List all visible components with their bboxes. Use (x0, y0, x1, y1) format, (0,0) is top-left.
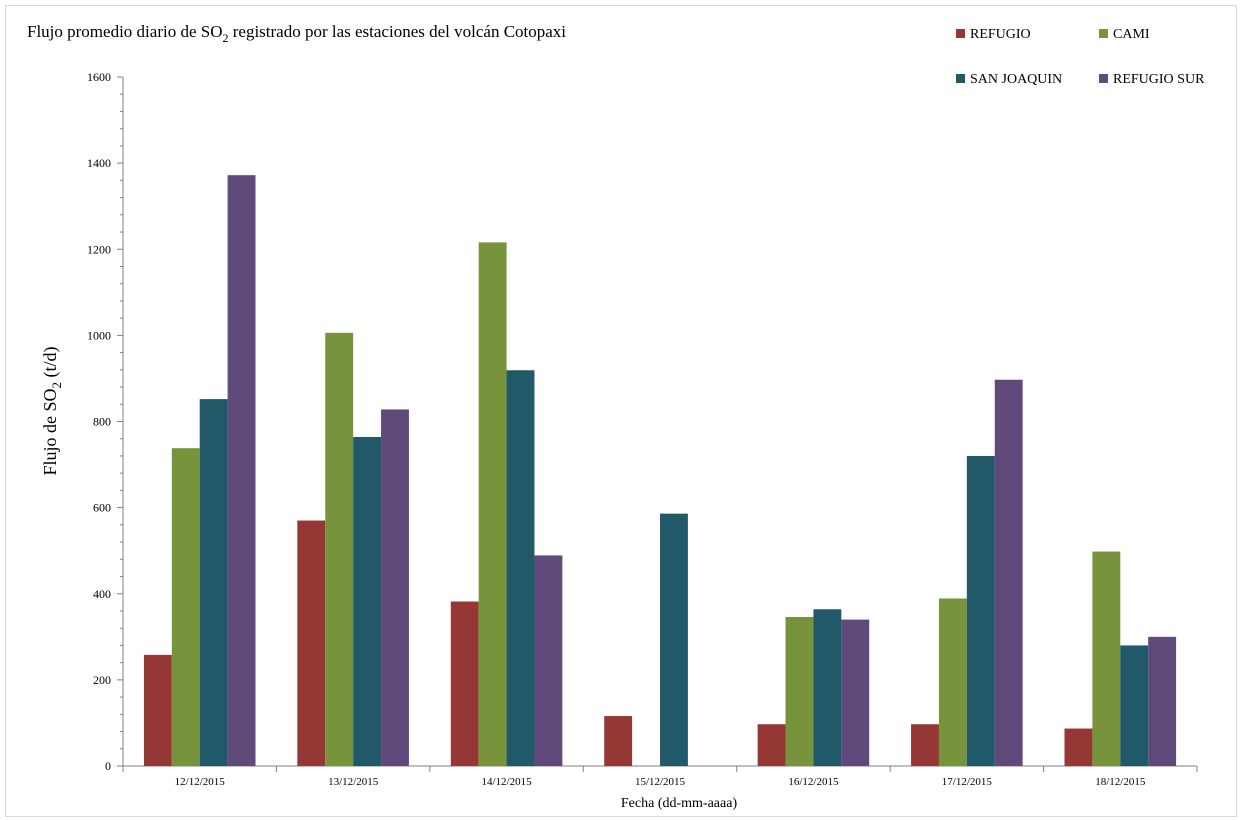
legend-swatch (956, 74, 965, 83)
bar-san-joaquin (1120, 645, 1149, 766)
bar-san-joaquin (660, 513, 688, 766)
bar-refugio-sur (1148, 636, 1177, 766)
legend-label: SAN JOAQUIN (970, 72, 1062, 87)
y-tick-label: 600 (93, 501, 111, 515)
bar-refugio-sur (841, 619, 870, 766)
chart-title-rest: registrado por las estaciones del volcán… (228, 22, 566, 41)
bar-refugio-sur (381, 409, 409, 766)
y-axis: 0 200 400 600 800 1000 1200 1400 1600 (87, 70, 124, 773)
bar-cami (938, 598, 967, 766)
x-tick-label: 13/12/2015 (328, 776, 379, 788)
y-tick-label: 1400 (87, 156, 111, 170)
y-tick-label: 200 (93, 673, 111, 687)
y-tick-label: 400 (93, 587, 111, 601)
chart-title-main: Flujo promedio diario de SO (27, 22, 222, 41)
bar-san-joaquin (506, 370, 535, 766)
bar-refugio (297, 520, 326, 766)
bar-cami (1092, 551, 1121, 766)
x-tick-label: 16/12/2015 (788, 776, 839, 788)
chart-frame: Flujo promedio diario de SO2 registrado … (5, 5, 1237, 817)
chart-svg: Flujo promedio diario de SO2 registrado … (27, 22, 1205, 811)
chart-title: Flujo promedio diario de SO2 registrado … (27, 22, 566, 45)
legend-label: CAMI (1113, 27, 1150, 42)
y-tick-label: 1600 (87, 70, 111, 84)
bar-refugio-sur (227, 175, 256, 766)
bar-refugio-sur (534, 555, 563, 766)
legend: REFUGIO CAMI SAN JOAQUIN REFUGIO SUR (956, 27, 1205, 87)
bar-refugio (450, 601, 479, 766)
y-axis-label-rest: (t/d) (40, 346, 61, 382)
bar-refugio (757, 724, 786, 766)
bar-cami (171, 448, 200, 766)
bars (143, 175, 1177, 767)
x-tick-label: 17/12/2015 (942, 776, 993, 788)
legend-label: REFUGIO SUR (1113, 72, 1205, 87)
x-tick-label: 18/12/2015 (1095, 776, 1146, 788)
y-tick-label: 800 (93, 415, 111, 429)
legend-swatch (1099, 29, 1108, 38)
y-tick-label: 1200 (87, 242, 111, 256)
bar-san-joaquin (966, 455, 995, 766)
bar-refugio (1064, 728, 1093, 766)
bar-cami (478, 242, 507, 767)
y-axis-label-main: Flujo de SO (40, 388, 60, 475)
x-tick-label: 14/12/2015 (482, 776, 533, 788)
chart-title-subscript: 2 (222, 31, 228, 45)
bar-san-joaquin (199, 399, 228, 766)
legend-swatch (956, 29, 965, 38)
x-tick-label: 15/12/2015 (635, 776, 686, 788)
bar-cami (325, 332, 354, 766)
y-axis-label-subscript: 2 (49, 382, 64, 389)
bar-san-joaquin (813, 609, 842, 766)
y-tick-label: 1000 (87, 328, 111, 342)
bar-san-joaquin (353, 437, 382, 766)
bar-refugio (143, 654, 172, 766)
y-axis-label: Flujo de SO2 (t/d) (40, 346, 64, 475)
legend-swatch (1099, 74, 1108, 83)
bar-refugio (604, 716, 633, 766)
legend-label: REFUGIO (970, 27, 1031, 42)
y-tick-label: 0 (105, 759, 111, 773)
bar-refugio-sur (994, 379, 1023, 766)
x-axis-label: Fecha (dd-mm-aaaa) (621, 796, 738, 811)
bar-refugio (911, 724, 939, 766)
x-tick-label: 12/12/2015 (175, 776, 226, 788)
x-axis: 12/12/2015 13/12/2015 14/12/2015 15/12/2015… (122, 765, 1198, 788)
bar-cami (785, 617, 814, 766)
